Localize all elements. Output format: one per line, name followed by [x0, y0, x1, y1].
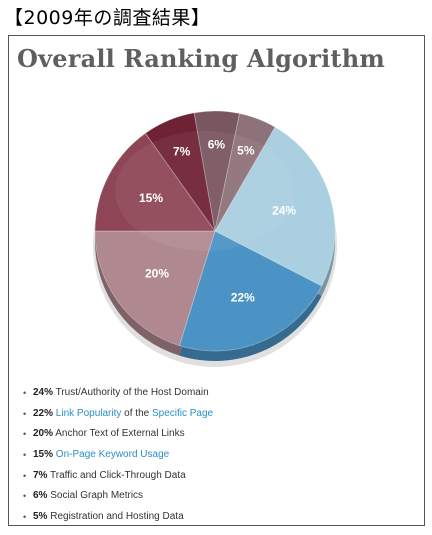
legend-link[interactable]: Specific Page: [151, 407, 214, 419]
pie-label-20pct: 20%: [145, 267, 169, 281]
chart-title: Overall Ranking Algorithm: [17, 44, 385, 73]
pie-gloss: [115, 131, 295, 251]
legend-item: 24% Trust/Authority of the Host Domain: [19, 383, 414, 404]
pie-label-6pct: 6%: [208, 138, 226, 152]
pie-label-7pct: 7%: [173, 144, 191, 158]
legend-item: 20% Anchor Text of External Links: [19, 424, 414, 445]
legend-percent: 6%: [33, 490, 48, 502]
legend-item: 7% Traffic and Click-Through Data: [19, 466, 414, 487]
legend-item: 22% Link Popularity of the Specific Page: [19, 404, 414, 425]
legend-link[interactable]: On-Page Keyword Usage: [55, 449, 170, 461]
legend-item: 6% Social Graph Metrics: [19, 486, 414, 507]
pie-label-5pct: 5%: [237, 143, 255, 157]
pie-slice-24pct: [214, 126, 336, 287]
pie-label-15pct: 15%: [139, 191, 163, 205]
legend-text: Anchor Text of External Links: [53, 428, 185, 440]
pie-slice-15pct: [94, 132, 216, 232]
legend-link[interactable]: Link Popularity: [55, 407, 122, 419]
legend-text: Traffic and Click-Through Data: [47, 469, 186, 481]
legend-item: 15% On-Page Keyword Usage: [19, 445, 414, 466]
legend-item: 5% Registration and Hosting Data: [19, 507, 414, 528]
page-caption: 【2009年の調査結果】: [4, 7, 211, 29]
pie-slice-6pct: [193, 110, 241, 232]
legend-text: Registration and Hosting Data: [47, 511, 184, 523]
legend-text: Social Graph Metrics: [47, 490, 144, 502]
legend-text: Trust/Authority of the Host Domain: [53, 387, 209, 398]
chart-frame: Overall Ranking Algorithm 24% 22% 20% 15% 7%…: [8, 35, 425, 528]
pie-label-24pct: 24%: [272, 204, 296, 218]
legend-percent: 7%: [33, 469, 48, 481]
pie-slice-20pct: [94, 230, 216, 347]
pie-slice-5pct: [214, 113, 276, 232]
legend-text: of the: [121, 407, 152, 419]
pie-slice-22pct: [178, 230, 323, 352]
legend-percent: 24%: [33, 387, 54, 398]
legend-percent: 15%: [33, 449, 54, 461]
legend-percent: 22%: [33, 407, 54, 419]
legend-percent: 20%: [33, 428, 54, 440]
pie-chart: 24% 22% 20% 15% 7% 6% 5%: [93, 110, 337, 367]
legend-percent: 5%: [33, 511, 48, 523]
legend-list: 24% Trust/Authority of the Host Domain22…: [19, 383, 414, 528]
pie-slice-7pct: [144, 112, 216, 232]
pie-label-22pct: 22%: [231, 290, 255, 304]
